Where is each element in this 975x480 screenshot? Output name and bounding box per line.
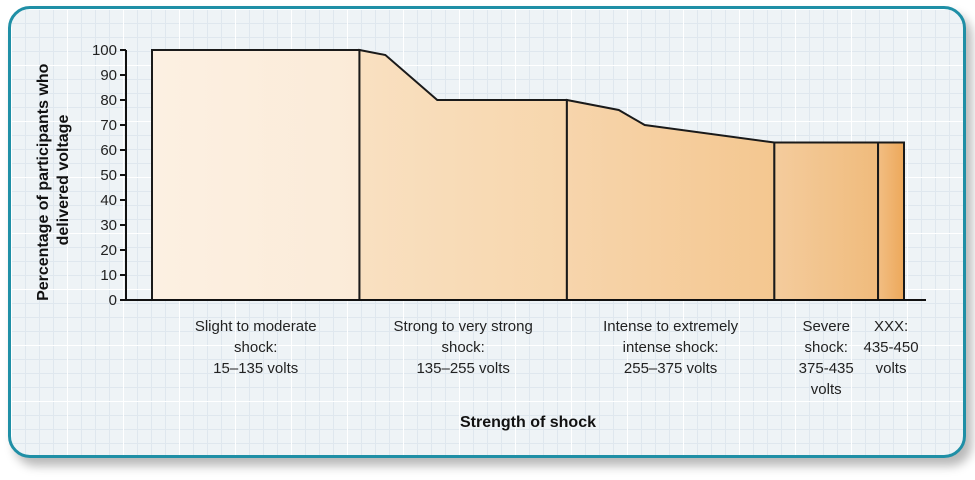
y-tick-labels: 0 10 20 30 40 50 60 70 80 90 100: [92, 42, 126, 309]
y-tick-label: 70: [100, 117, 117, 134]
category-labels: Slight to moderate shock: 15–135 volts Stro…: [195, 318, 919, 398]
chart-card: 0 10 20 30 40 50 60 70 80 90 100 Slight to moderat…: [8, 6, 966, 458]
x-axis-title: Strength of shock: [460, 414, 596, 431]
y-tick-label: 0: [109, 292, 117, 309]
y-tick-label: 90: [100, 67, 117, 84]
area-segments: [151, 48, 905, 301]
area-segment: [565, 98, 776, 301]
category-label: Strong to very strong shock: 135–255 volts: [394, 318, 533, 377]
category-label: Intense to extremely intense shock: 255–37…: [603, 318, 739, 377]
y-tick-label: 60: [100, 142, 117, 159]
y-tick-label: 50: [100, 167, 117, 184]
y-tick-label: 20: [100, 242, 117, 259]
y-axis-title-line-1: Percentage of participants who: [35, 63, 52, 301]
y-tick-label: 40: [100, 192, 117, 209]
y-tick-label: 100: [92, 42, 117, 59]
y-axis-title: Percentage of participants who delivered…: [35, 59, 72, 301]
area-segment: [773, 141, 880, 301]
y-axis-title-line-2: delivered voltage: [55, 115, 72, 246]
y-tick-label: 30: [100, 217, 117, 234]
area-segment: [151, 49, 361, 301]
chart: 0 10 20 30 40 50 60 70 80 90 100 Slight to moderat…: [35, 42, 926, 431]
category-label: Severe shock: 375-435 volts: [799, 318, 854, 398]
category-label: Slight to moderate shock: 15–135 volts: [195, 318, 317, 377]
area-segment: [877, 141, 905, 301]
y-tick-label: 80: [100, 92, 117, 109]
y-tick-label: 10: [100, 267, 117, 284]
area-segment: [358, 48, 568, 301]
category-label: XXX: 435-450 volts: [864, 318, 919, 377]
